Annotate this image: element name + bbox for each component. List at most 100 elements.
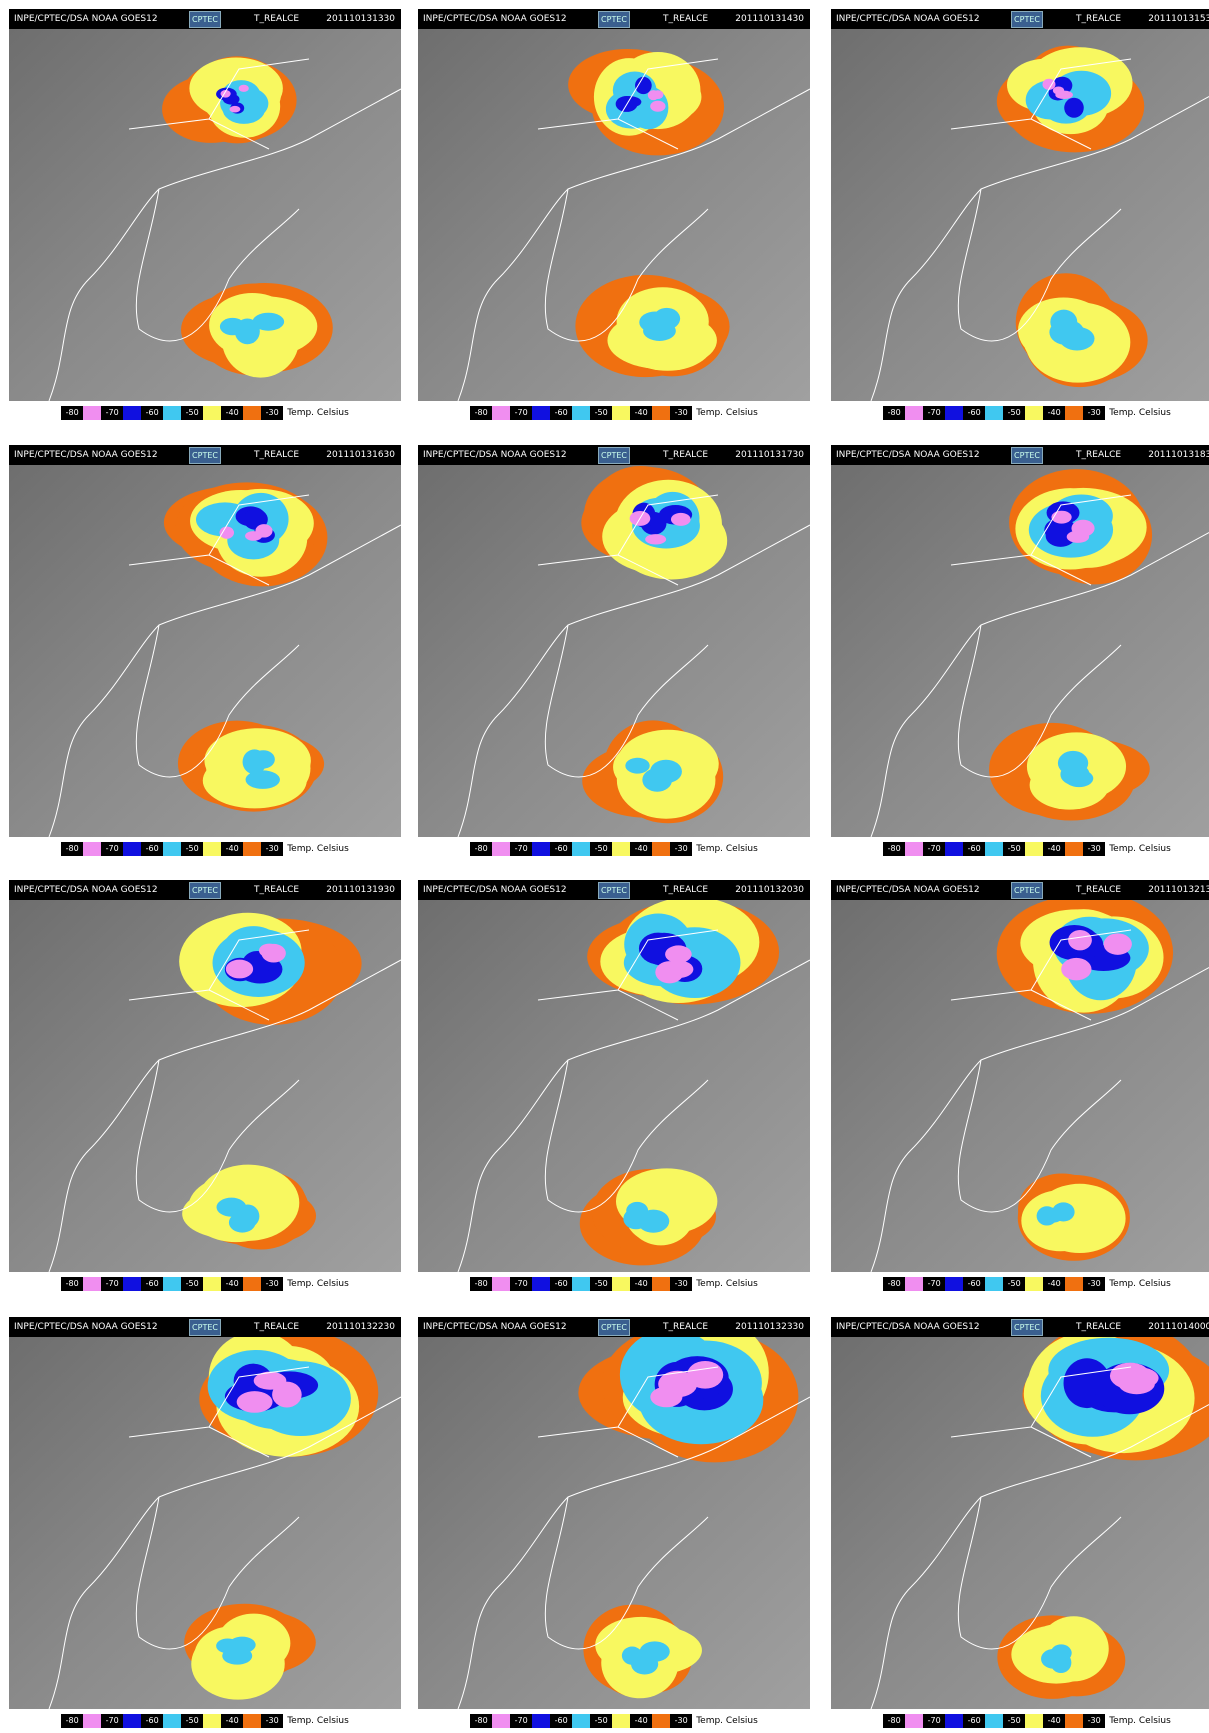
legend-label: -50 — [590, 842, 612, 856]
logo: CPTEC — [1011, 11, 1043, 28]
panel-header: INPE/CPTEC/DSA NOAA GOES12CPTECT_REALCE2… — [831, 445, 1209, 465]
legend-label: -50 — [590, 1277, 612, 1291]
cloud-region — [235, 319, 260, 345]
legend-label: -60 — [141, 842, 163, 856]
legend-unit: Temp. Celsius — [696, 1716, 758, 1726]
logo: CPTEC — [189, 1319, 221, 1336]
product-label: T_REALCE — [254, 885, 299, 895]
legend-label: -30 — [670, 842, 692, 856]
legend-swatch — [163, 1277, 181, 1291]
legend-label: -40 — [1043, 842, 1065, 856]
legend-label: -60 — [963, 1277, 985, 1291]
panel-header: INPE/CPTEC/DSA NOAA GOES12CPTECT_REALCE2… — [9, 880, 401, 900]
legend-label: -40 — [630, 406, 652, 420]
panel-header: INPE/CPTEC/DSA NOAA GOES12CPTECT_REALCE2… — [831, 1317, 1209, 1337]
legend-swatch — [572, 1714, 590, 1728]
legend-label: -50 — [590, 406, 612, 420]
legend-swatch — [945, 406, 963, 420]
legend-unit: Temp. Celsius — [1109, 1716, 1171, 1726]
legend-label: -40 — [630, 842, 652, 856]
legend-swatch — [985, 1277, 1003, 1291]
legend-label: -60 — [963, 842, 985, 856]
legend-swatch — [243, 406, 261, 420]
legend-swatch — [163, 1714, 181, 1728]
cloud-region — [1042, 1208, 1064, 1223]
legend-label: -40 — [221, 406, 243, 420]
legend-unit: Temp. Celsius — [287, 1279, 349, 1289]
legend-unit: Temp. Celsius — [287, 844, 349, 854]
cloud-region — [1119, 1373, 1155, 1394]
legend-label: -60 — [963, 406, 985, 420]
legend-swatch — [652, 842, 670, 856]
legend-unit: Temp. Celsius — [1109, 408, 1171, 418]
satellite-panel: INPE/CPTEC/DSA NOAA GOES12CPTECT_REALCE2… — [418, 1317, 810, 1733]
legend-swatch — [612, 842, 630, 856]
logo: CPTEC — [189, 11, 221, 28]
panel-header: INPE/CPTEC/DSA NOAA GOES12CPTECT_REALCE2… — [831, 880, 1209, 900]
source-label: INPE/CPTEC/DSA NOAA GOES12 — [836, 1322, 980, 1332]
legend-label: -50 — [181, 842, 203, 856]
legend-label: -30 — [1083, 406, 1105, 420]
legend-unit: Temp. Celsius — [696, 1279, 758, 1289]
cloud-region — [229, 106, 240, 113]
legend-label: -50 — [590, 1714, 612, 1728]
legend-label: -40 — [630, 1277, 652, 1291]
logo: CPTEC — [189, 882, 221, 899]
satellite-image — [9, 1337, 401, 1709]
logo: CPTEC — [598, 1319, 630, 1336]
legend-swatch — [203, 1714, 221, 1728]
legend-swatch — [652, 1277, 670, 1291]
legend-label: -80 — [470, 842, 492, 856]
legend-unit: Temp. Celsius — [1109, 844, 1171, 854]
source-label: INPE/CPTEC/DSA NOAA GOES12 — [423, 885, 567, 895]
legend-swatch — [123, 1277, 141, 1291]
cloud-region — [653, 308, 680, 330]
cloud-region — [220, 526, 234, 538]
legend-label: -40 — [221, 1714, 243, 1728]
legend-swatch — [905, 406, 923, 420]
source-label: INPE/CPTEC/DSA NOAA GOES12 — [14, 1322, 158, 1332]
legend-label: -30 — [670, 1277, 692, 1291]
legend-label: -50 — [181, 1714, 203, 1728]
cloud-region — [655, 961, 683, 983]
legend-swatch — [572, 1277, 590, 1291]
legend-label: -70 — [923, 1714, 945, 1728]
cloud-region — [1065, 770, 1094, 787]
source-label: INPE/CPTEC/DSA NOAA GOES12 — [14, 885, 158, 895]
cloud-region — [245, 531, 262, 541]
legend-label: -40 — [1043, 1277, 1065, 1291]
legend-swatch — [243, 842, 261, 856]
satellite-panel: INPE/CPTEC/DSA NOAA GOES12CPTECT_REALCE2… — [9, 880, 401, 1310]
product-label: T_REALCE — [1076, 14, 1121, 24]
legend-label: -70 — [101, 1714, 123, 1728]
logo: CPTEC — [598, 447, 630, 464]
legend-label: -50 — [1003, 1277, 1025, 1291]
legend-label: -30 — [1083, 1714, 1105, 1728]
legend-swatch — [1065, 842, 1083, 856]
timestamp: 201110131430 — [735, 14, 804, 24]
legend-label: -40 — [221, 1277, 243, 1291]
cloud-region — [1060, 327, 1095, 351]
source-label: INPE/CPTEC/DSA NOAA GOES12 — [423, 1322, 567, 1332]
legend-swatch — [163, 842, 181, 856]
legend-swatch — [532, 1714, 550, 1728]
cloud-region — [622, 1647, 643, 1665]
legend-swatch — [905, 1714, 923, 1728]
legend-label: -80 — [470, 1277, 492, 1291]
cloud-region — [640, 1641, 670, 1662]
timestamp: 201110131530 — [1148, 14, 1209, 24]
legend-swatch — [945, 842, 963, 856]
source-label: INPE/CPTEC/DSA NOAA GOES12 — [836, 885, 980, 895]
product-label: T_REALCE — [663, 885, 708, 895]
satellite-panel: INPE/CPTEC/DSA NOAA GOES12CPTECT_REALCE2… — [418, 9, 810, 439]
cloud-region — [1061, 958, 1091, 980]
logo: CPTEC — [598, 11, 630, 28]
cloud-region — [671, 513, 691, 526]
source-label: INPE/CPTEC/DSA NOAA GOES12 — [423, 450, 567, 460]
cloud-region — [261, 944, 285, 963]
source-label: INPE/CPTEC/DSA NOAA GOES12 — [836, 450, 980, 460]
cloud-region — [1067, 531, 1089, 543]
legend: -80-70-60-50-40-30Temp. Celsius — [9, 401, 401, 425]
